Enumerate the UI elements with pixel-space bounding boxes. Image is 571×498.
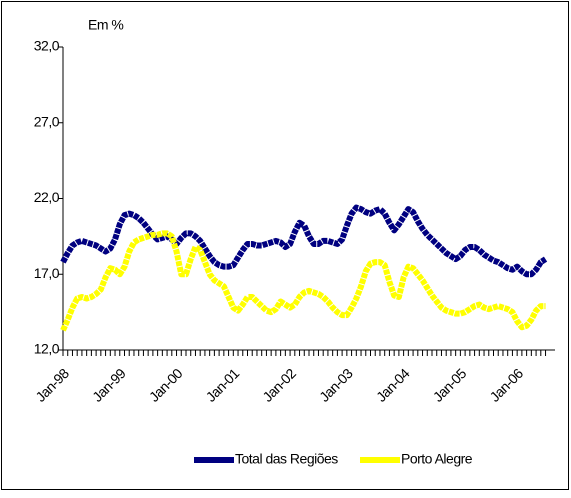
y-tick-label: 22,0 bbox=[34, 189, 60, 205]
y-tick-label: 17,0 bbox=[34, 265, 60, 281]
legend-label: Porto Alegre bbox=[401, 451, 473, 467]
y-tick-label: 12,0 bbox=[34, 341, 60, 357]
series-line bbox=[60, 230, 546, 332]
legend-label: Total das Regiões bbox=[235, 451, 338, 467]
y-tick-label: 27,0 bbox=[34, 113, 60, 129]
series-line bbox=[60, 204, 548, 278]
y-tick-label: 32,0 bbox=[34, 38, 60, 54]
y-unit-label: Em % bbox=[88, 17, 123, 33]
